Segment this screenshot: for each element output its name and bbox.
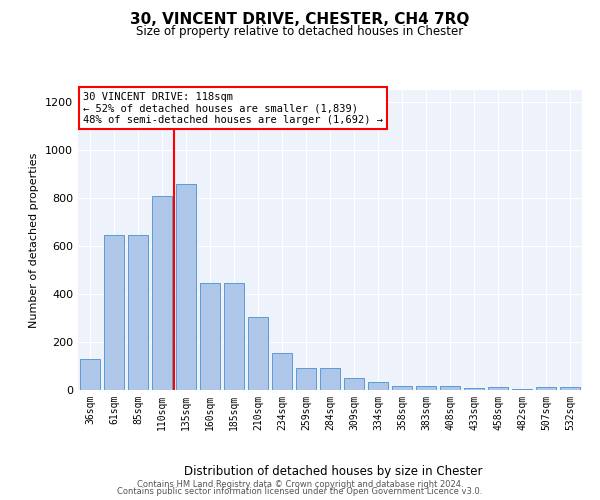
Bar [512, 388, 532, 390]
Bar [200, 283, 220, 390]
Bar [560, 387, 580, 390]
Bar [296, 368, 316, 390]
Bar [344, 378, 364, 390]
Text: 30, VINCENT DRIVE, CHESTER, CH4 7RQ: 30, VINCENT DRIVE, CHESTER, CH4 7RQ [130, 12, 470, 28]
Text: Contains HM Land Registry data © Crown copyright and database right 2024.: Contains HM Land Registry data © Crown c… [137, 480, 463, 489]
Bar [248, 317, 268, 390]
Bar [464, 388, 484, 390]
Bar [416, 386, 436, 390]
Bar [392, 386, 412, 390]
Bar [488, 387, 508, 390]
Bar [104, 235, 124, 390]
Bar [536, 387, 556, 390]
Y-axis label: Number of detached properties: Number of detached properties [29, 152, 40, 328]
Bar [152, 196, 172, 390]
Text: Distribution of detached houses by size in Chester: Distribution of detached houses by size … [184, 464, 482, 477]
Bar [176, 184, 196, 390]
Bar [272, 353, 292, 390]
Bar [368, 382, 388, 390]
Bar [320, 368, 340, 390]
Text: Size of property relative to detached houses in Chester: Size of property relative to detached ho… [136, 25, 464, 38]
Bar [128, 235, 148, 390]
Bar [440, 386, 460, 390]
Text: Contains public sector information licensed under the Open Government Licence v3: Contains public sector information licen… [118, 487, 482, 496]
Bar [80, 359, 100, 390]
Text: 30 VINCENT DRIVE: 118sqm
← 52% of detached houses are smaller (1,839)
48% of sem: 30 VINCENT DRIVE: 118sqm ← 52% of detach… [83, 92, 383, 124]
Bar [224, 283, 244, 390]
